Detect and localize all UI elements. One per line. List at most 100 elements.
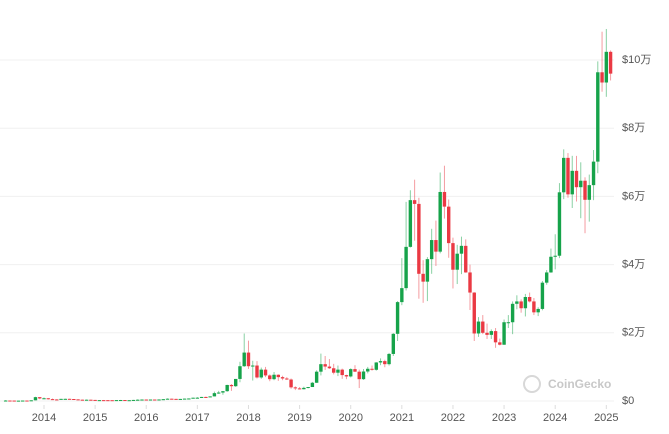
candle [199,396,204,398]
candle [485,323,489,339]
y-tick-label: $0 [622,395,634,407]
candle-body [600,72,604,83]
candle-body [349,369,353,377]
candle [553,234,557,270]
candle-body [127,400,131,402]
y-tick-label: $2万 [622,327,645,339]
candle [157,399,161,401]
candle [148,399,153,401]
candle-body [425,259,430,282]
candle [263,366,268,378]
candle [114,400,119,402]
candle-body [187,398,191,400]
candle [153,399,157,401]
candle-body [208,396,212,398]
candle [596,61,600,174]
candle-body [165,398,170,400]
candle-body [21,400,25,402]
candle-body [608,51,613,74]
candle-body [178,398,183,400]
candle [481,315,485,335]
candle-body [557,192,562,256]
candle [340,368,344,379]
candle-body [268,375,272,380]
candle-body [136,399,140,401]
candle [353,365,357,373]
candle-body [174,398,178,400]
candle [374,362,378,371]
candle-body [604,51,609,83]
candle-body [378,361,383,363]
candle [395,301,400,341]
x-tick-label: 2025 [594,412,618,424]
candle [280,375,285,381]
candle-body [72,399,76,401]
candle [255,361,259,379]
candle [259,367,263,379]
candle [583,177,587,234]
x-tick-label: 2018 [236,412,260,424]
candle [608,50,613,81]
candle [408,190,413,248]
candle [302,386,306,390]
candle-body [344,375,349,377]
candle [21,400,25,402]
candle-body [123,400,127,402]
candle-body [251,365,255,367]
candle [357,369,361,389]
candle-body [549,256,553,273]
candle [510,301,515,335]
candle [604,28,609,97]
candle-body [502,322,506,345]
candle-body [481,321,485,333]
candle [12,400,16,402]
candle [25,400,29,402]
candle-body [515,301,519,304]
candle-body [170,398,174,400]
candle-body [229,384,234,387]
candle-body [153,399,157,401]
candle-body [182,398,187,400]
candle-body [306,387,310,389]
candle [442,165,447,219]
candle [370,365,374,371]
candle [536,307,540,317]
candle-body [118,400,123,402]
candle-body [255,365,259,378]
candle [506,315,511,329]
candle-body [579,180,583,188]
candle-body [97,400,102,402]
candle-body [8,400,12,402]
candle [144,399,148,401]
candle [246,340,251,369]
candle-body [506,322,511,324]
candle-body [485,332,489,335]
candle-body [242,352,246,367]
candle [63,398,67,400]
candle-body [459,245,464,254]
candle [285,377,289,380]
candle [110,400,114,402]
candle [212,391,217,397]
candle-body [583,180,587,200]
candle-body [361,371,366,380]
candle [59,398,63,400]
candle [229,384,234,391]
candle-body [434,240,438,252]
candle-body [29,400,33,402]
candle-body [221,391,225,393]
candle-body [285,378,289,380]
candle [349,368,353,378]
candle [472,292,476,341]
x-tick-label: 2023 [492,412,516,424]
candle-body [33,397,38,401]
candle [476,317,481,337]
x-tick-label: 2014 [32,412,56,424]
candle [136,399,140,401]
x-tick-label: 2015 [83,412,107,424]
candle [549,248,553,273]
candle-body [331,368,336,373]
candle [251,360,255,381]
candle-body [297,388,302,390]
candle-body [498,342,502,345]
